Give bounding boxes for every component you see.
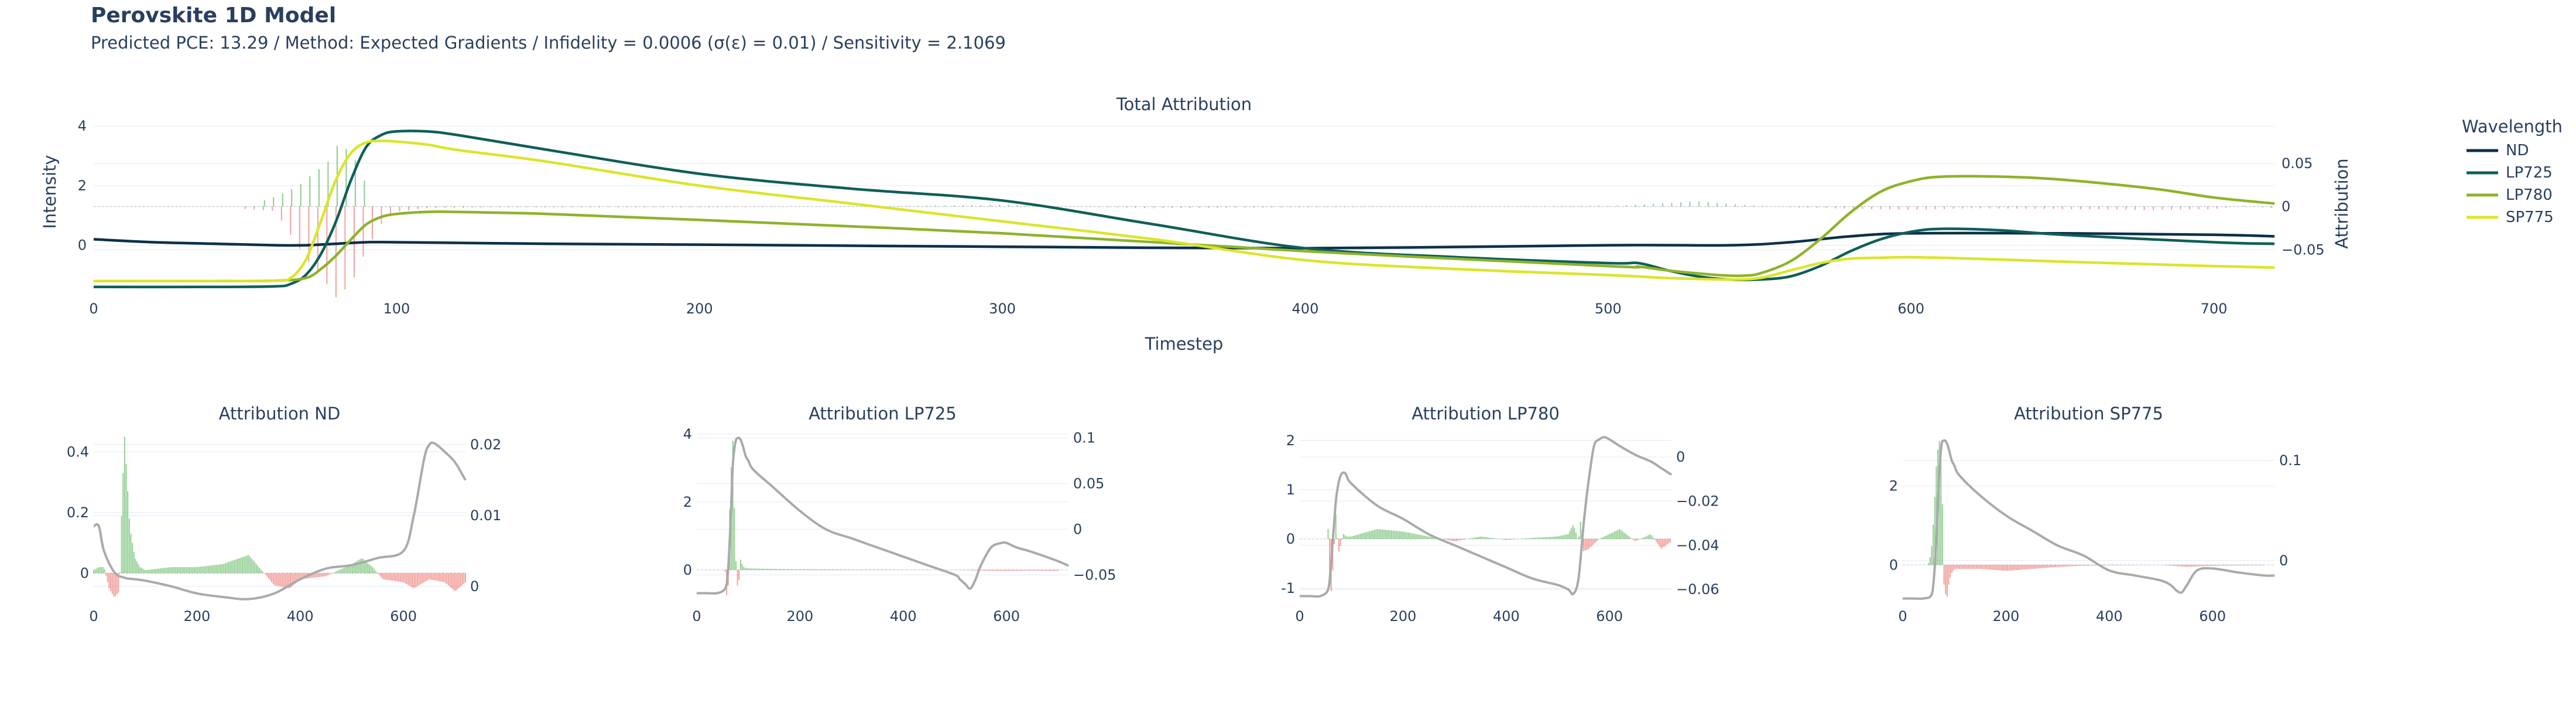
main-x-tick-label: 500 bbox=[1595, 301, 1622, 317]
sub4-x-tick-label: 0 bbox=[1898, 608, 1907, 624]
series-line-nd bbox=[93, 231, 2275, 250]
main-x-tick-label: 300 bbox=[989, 301, 1016, 317]
sub4-mean-line bbox=[1902, 439, 2275, 600]
sub2-x-tick-label: 200 bbox=[786, 608, 813, 624]
sub1-y2-tick-label: 0 bbox=[470, 578, 479, 595]
page-title: Perovskite 1D Model bbox=[91, 4, 337, 28]
sub3-y2-tick-label: −0.02 bbox=[1676, 493, 1719, 510]
sub4-y2-tick-label: 0.1 bbox=[2279, 452, 2301, 469]
sub1-x-tick-label: 0 bbox=[89, 608, 98, 624]
sub1-y2-tick-label: 0.01 bbox=[470, 507, 501, 524]
main-x-tick-label: 200 bbox=[686, 301, 713, 317]
main-x-tick-label: 400 bbox=[1292, 301, 1319, 317]
sub1-x-tick-label: 600 bbox=[390, 608, 417, 624]
sub1-y-tick-label: 0.2 bbox=[67, 504, 89, 521]
sub3-mean-line bbox=[1300, 436, 1673, 598]
sub3-x-tick-label: 600 bbox=[1596, 608, 1623, 624]
main-x-tick-label: 0 bbox=[89, 301, 98, 317]
sub3-x-tick-label: 200 bbox=[1389, 608, 1416, 624]
sub2-x-tick-label: 400 bbox=[890, 608, 917, 624]
main-y-tick-label: 4 bbox=[78, 118, 87, 134]
sub3-y-tick-label: 1 bbox=[1286, 482, 1295, 498]
main-y2-tick-label: −0.05 bbox=[2282, 241, 2325, 258]
lines-layer bbox=[93, 129, 2498, 600]
main-y-axis-title: Intensity bbox=[40, 155, 60, 228]
grid-layer bbox=[94, 125, 2274, 590]
main-x-tick-label: 700 bbox=[2201, 301, 2228, 317]
sub2-y2-tick-label: 0.1 bbox=[1073, 429, 1095, 446]
sub2-y2-tick-label: 0 bbox=[1073, 521, 1082, 537]
sub2-title: Attribution LP725 bbox=[809, 404, 957, 424]
sub4-y-tick-label: 0 bbox=[1889, 557, 1898, 573]
sub2-x-tick-label: 600 bbox=[993, 608, 1020, 624]
sub3-title: Attribution LP780 bbox=[1412, 404, 1560, 424]
sub4-x-tick-label: 200 bbox=[1992, 608, 2019, 624]
legend-entry-nd: ND bbox=[2506, 142, 2529, 159]
sub2-y-tick-label: 4 bbox=[683, 426, 692, 442]
legend-entry-sp775: SP775 bbox=[2506, 209, 2554, 226]
sub1-y2-tick-label: 0.02 bbox=[470, 436, 501, 453]
sub4-y2-tick-label: 0 bbox=[2279, 552, 2288, 569]
sub3-x-tick-label: 400 bbox=[1493, 608, 1520, 624]
sub1-title: Attribution ND bbox=[219, 404, 341, 424]
legend-title: Wavelength bbox=[2462, 117, 2563, 136]
legend-entry-lp780: LP780 bbox=[2506, 186, 2553, 204]
sub3-y2-tick-label: −0.06 bbox=[1676, 581, 1719, 598]
sub3-y2-tick-label: −0.04 bbox=[1676, 537, 1719, 554]
legend-entry-lp725: LP725 bbox=[2506, 164, 2553, 182]
sub1-y-tick-label: 0 bbox=[80, 565, 89, 581]
sub4-x-tick-label: 600 bbox=[2199, 608, 2226, 624]
sub4-y-tick-label: 2 bbox=[1889, 477, 1898, 494]
main-x-tick-label: 600 bbox=[1897, 301, 1924, 317]
sub3-y-tick-label: 0 bbox=[1286, 531, 1295, 547]
main-x-tick-label: 100 bbox=[383, 301, 410, 317]
sub2-mean-line bbox=[696, 436, 1069, 595]
sub2-y2-tick-label: 0.05 bbox=[1073, 475, 1104, 492]
page-subtitle: Predicted PCE: 13.29 / Method: Expected … bbox=[91, 33, 1006, 53]
sub1-x-tick-label: 400 bbox=[287, 608, 314, 624]
sub1-mean-line bbox=[93, 441, 467, 600]
series-line-sp775 bbox=[93, 139, 2275, 282]
main-y2-tick-label: 0 bbox=[2282, 199, 2290, 215]
sub2-y2-tick-label: −0.05 bbox=[1073, 567, 1116, 583]
main-y2-tick-label: 0.05 bbox=[2282, 155, 2313, 172]
sub3-y-tick-label: 2 bbox=[1286, 432, 1295, 449]
sub2-x-tick-label: 0 bbox=[692, 608, 701, 624]
sub4-x-tick-label: 400 bbox=[2096, 608, 2123, 624]
sub1-x-tick-label: 200 bbox=[183, 608, 210, 624]
sub1-y-tick-label: 0.4 bbox=[67, 443, 89, 460]
sub4-title: Attribution SP775 bbox=[2014, 404, 2163, 424]
sub2-y-tick-label: 0 bbox=[683, 562, 692, 578]
main-x-axis-title: Timestep bbox=[1145, 334, 1224, 354]
sub3-y-tick-label: -1 bbox=[1281, 580, 1295, 596]
main-y-tick-label: 2 bbox=[78, 178, 87, 194]
sub2-y-tick-label: 2 bbox=[683, 494, 692, 510]
sub3-y2-tick-label: 0 bbox=[1676, 449, 1685, 465]
bars-layer bbox=[93, 146, 2272, 597]
series-line-lp725 bbox=[93, 129, 2275, 289]
main-chart-title: Total Attribution bbox=[1116, 94, 1252, 114]
sub3-x-tick-label: 0 bbox=[1295, 608, 1304, 624]
main-y-tick-label: 0 bbox=[78, 237, 87, 254]
main-y2-axis-title: Attribution bbox=[2332, 158, 2352, 248]
series-line-lp780 bbox=[93, 175, 2275, 282]
